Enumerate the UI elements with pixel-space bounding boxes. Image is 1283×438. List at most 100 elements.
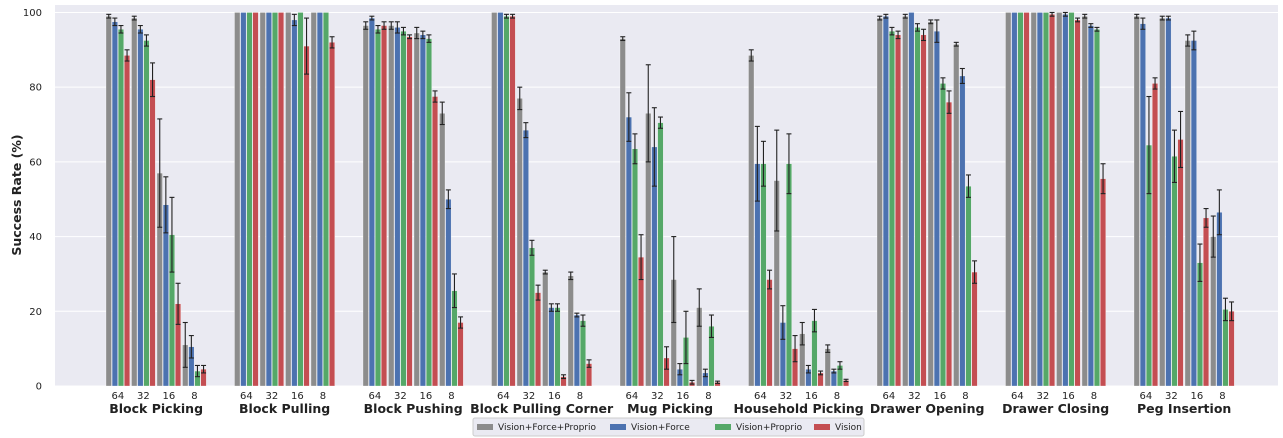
bar [786, 163, 792, 387]
bar [291, 19, 298, 387]
bar [432, 96, 438, 387]
x-tick-label: 64 [112, 391, 125, 402]
bar [824, 348, 831, 387]
legend-box [472, 417, 865, 437]
x-tick-label: 64 [626, 391, 639, 402]
bar [1210, 236, 1217, 387]
bar [1094, 29, 1100, 387]
bar [1159, 17, 1166, 387]
x-tick-label: 16 [548, 391, 561, 402]
bar [1043, 12, 1049, 387]
group-label: Drawer Closing [1002, 401, 1109, 416]
x-tick-label: 16 [677, 391, 690, 402]
x-tick-label: 16 [163, 391, 176, 402]
group-label: Drawer Opening [870, 401, 985, 416]
bar [1056, 12, 1063, 387]
bar [902, 16, 909, 387]
bar [439, 113, 446, 387]
y-tick-label: 40 [29, 232, 42, 243]
bar [876, 17, 883, 387]
legend-label: Vision [835, 423, 862, 433]
x-tick-label: 8 [962, 391, 968, 402]
bar [1049, 14, 1055, 387]
legend-swatch [814, 424, 830, 430]
bar [933, 30, 940, 387]
x-tick-label: 32 [1165, 391, 1178, 402]
bar [632, 148, 638, 387]
bar [657, 122, 664, 387]
bar [567, 275, 574, 387]
bar [535, 292, 541, 387]
bar [252, 12, 259, 387]
bar [240, 12, 247, 387]
bar [413, 32, 420, 387]
x-tick-label: 16 [1191, 391, 1204, 402]
x-tick-label: 64 [369, 391, 382, 402]
x-tick-label: 32 [780, 391, 793, 402]
bar [406, 36, 413, 387]
bar [234, 12, 241, 387]
x-tick-label: 64 [497, 391, 510, 402]
bar [920, 34, 927, 387]
legend-label: Vision+Force+Proprio [498, 423, 596, 433]
bar [1190, 40, 1197, 387]
bars [105, 12, 1235, 387]
bar [1030, 12, 1037, 387]
x-tick-label: 8 [191, 391, 197, 402]
bar [748, 55, 755, 387]
bar [316, 12, 323, 387]
bar [1023, 12, 1030, 387]
bar [1087, 25, 1094, 387]
x-tick-label: 32 [908, 391, 921, 402]
y-tick-label: 80 [29, 83, 42, 94]
bar [368, 17, 375, 387]
bar [1068, 12, 1075, 387]
bar [259, 12, 266, 387]
x-tick-label: 64 [754, 391, 767, 402]
x-tick-label: 32 [1037, 391, 1050, 402]
y-tick-label: 60 [29, 157, 42, 168]
bar [959, 75, 966, 387]
x-tick-label: 64 [240, 391, 253, 402]
bar [882, 16, 889, 387]
bar [1165, 17, 1172, 387]
bar [137, 29, 144, 387]
x-tick-label: 16 [420, 391, 433, 402]
bar [329, 42, 335, 387]
bar [375, 29, 381, 387]
x-tick-label: 32 [394, 391, 407, 402]
bar [285, 12, 292, 387]
y-tick-label: 0 [36, 382, 42, 393]
x-tick-label: 64 [1140, 391, 1153, 402]
y-axis: 0 20 40 60 80 100 [23, 8, 42, 393]
bar [965, 186, 972, 387]
x-tick-label: 16 [291, 391, 304, 402]
group-label: Peg Insertion [1137, 401, 1231, 416]
bar [542, 271, 549, 387]
bar [1005, 12, 1012, 387]
bar [509, 16, 516, 387]
x-tick-label: 16 [805, 391, 818, 402]
bar [303, 45, 310, 387]
x-tick-label: 8 [1091, 391, 1097, 402]
bar [1062, 14, 1069, 387]
bar [522, 129, 529, 387]
bar [554, 307, 561, 387]
bar [381, 25, 387, 387]
bar [1152, 83, 1158, 387]
group-label: Block Pulling Corner [470, 401, 614, 416]
bar [445, 199, 452, 387]
bar [889, 30, 895, 387]
x-tick-label: 8 [834, 391, 840, 402]
bar [297, 12, 304, 387]
bar [503, 16, 510, 387]
legend: Vision+Force+Proprio Vision+Force Vision+P… [472, 417, 865, 437]
x-tick-label: 8 [448, 391, 454, 402]
bar [1171, 156, 1178, 387]
bar [940, 83, 946, 387]
bar [1133, 16, 1140, 387]
bar [1017, 12, 1024, 387]
bar [491, 12, 498, 387]
